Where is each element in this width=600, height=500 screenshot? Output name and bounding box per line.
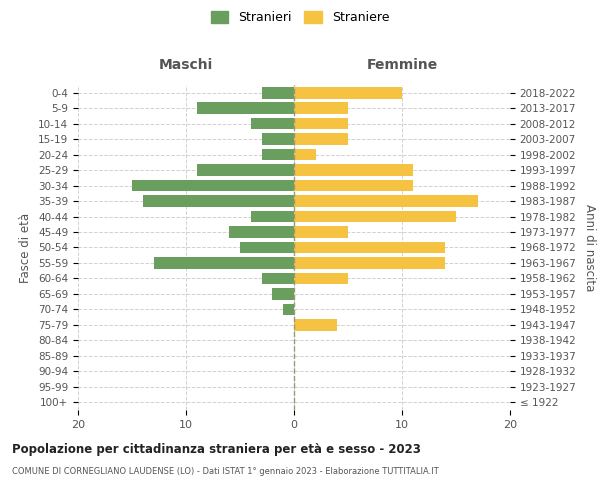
Bar — [294, 164, 413, 176]
Bar — [197, 164, 294, 176]
Bar — [251, 118, 294, 130]
Bar — [294, 319, 337, 330]
Bar — [229, 226, 294, 238]
Bar — [272, 288, 294, 300]
Y-axis label: Fasce di età: Fasce di età — [19, 212, 32, 282]
Bar — [132, 180, 294, 192]
Bar — [294, 272, 348, 284]
Text: Popolazione per cittadinanza straniera per età e sesso - 2023: Popolazione per cittadinanza straniera p… — [12, 442, 421, 456]
Bar — [197, 102, 294, 114]
Bar — [283, 304, 294, 315]
Legend: Stranieri, Straniere: Stranieri, Straniere — [208, 8, 392, 26]
Bar — [143, 196, 294, 207]
Bar — [294, 118, 348, 130]
Text: Maschi: Maschi — [159, 58, 213, 72]
Bar — [294, 226, 348, 238]
Y-axis label: Anni di nascita: Anni di nascita — [583, 204, 596, 291]
Bar — [294, 102, 348, 114]
Bar — [294, 87, 402, 99]
Bar — [294, 180, 413, 192]
Bar — [154, 257, 294, 269]
Bar — [294, 149, 316, 160]
Bar — [294, 257, 445, 269]
Bar — [262, 87, 294, 99]
Bar — [294, 196, 478, 207]
Bar — [262, 134, 294, 145]
Text: Femmine: Femmine — [367, 58, 437, 72]
Bar — [240, 242, 294, 254]
Bar — [262, 149, 294, 160]
Bar — [294, 134, 348, 145]
Bar — [294, 210, 456, 222]
Bar — [251, 210, 294, 222]
Bar — [294, 242, 445, 254]
Bar — [262, 272, 294, 284]
Text: COMUNE DI CORNEGLIANO LAUDENSE (LO) - Dati ISTAT 1° gennaio 2023 - Elaborazione : COMUNE DI CORNEGLIANO LAUDENSE (LO) - Da… — [12, 468, 439, 476]
